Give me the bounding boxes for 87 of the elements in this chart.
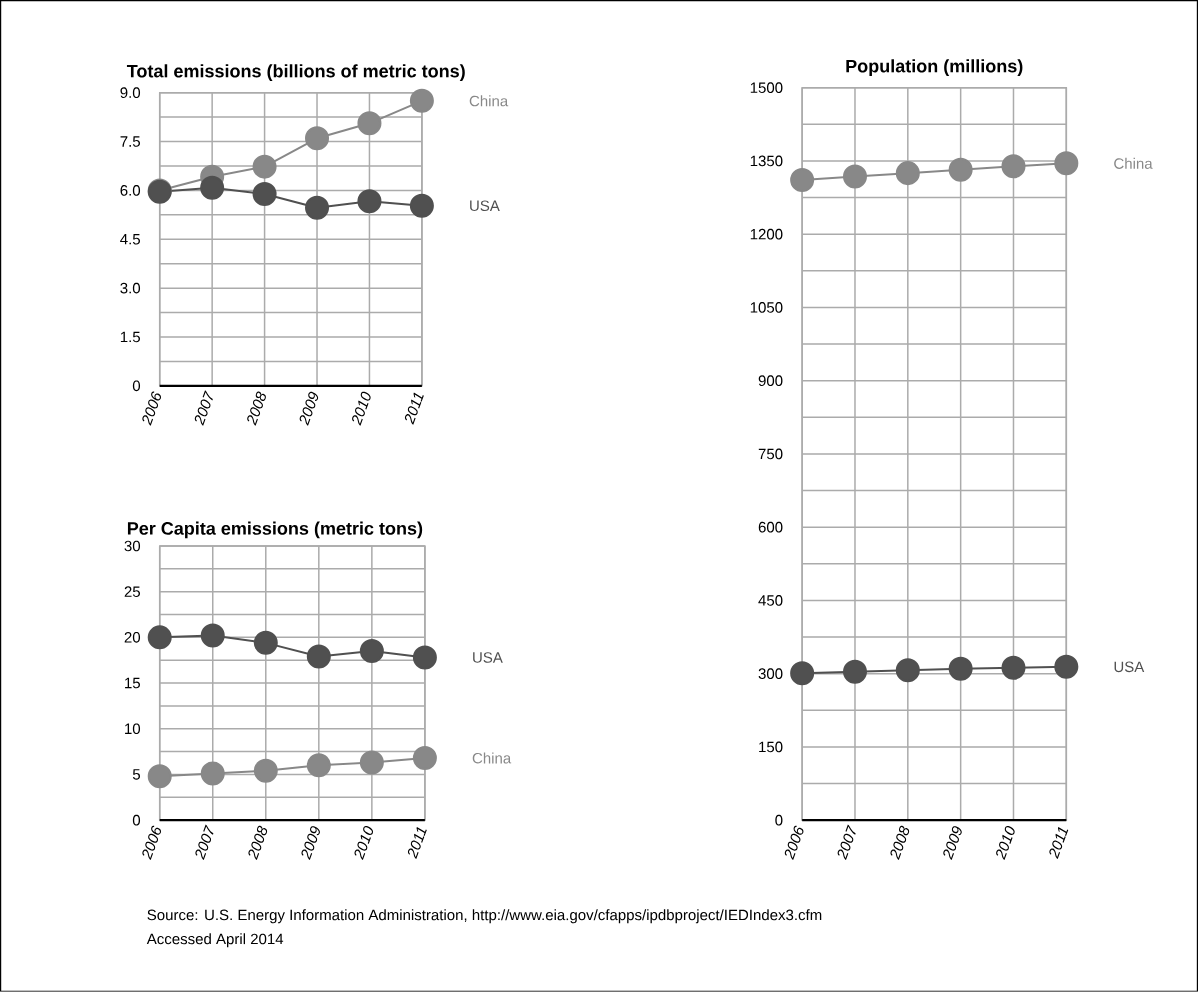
point [357,189,382,214]
point [200,175,225,200]
x-tick-label: 2007 [837,824,856,861]
point [252,182,277,207]
y-tick-label: 0 [132,814,141,826]
x-tick-label: 2009 [301,826,320,861]
y-tick-label: 750 [758,448,783,460]
chart-title: Per Capita emissions (metric tons) [127,521,423,539]
x-tick-label: 2006 [784,825,804,861]
x-tick-label: 2011 [1049,826,1069,860]
point [842,164,867,189]
text: USA [470,200,500,212]
point [412,746,437,771]
point [412,645,437,670]
point [1001,655,1026,680]
x-tick-label: 2010 [352,391,371,426]
y-tick-label: 0 [775,814,783,826]
y-tick-label: 20 [124,632,141,643]
point [359,639,384,664]
x-tick-label: 2009 [299,391,319,426]
source-note: Source: U.S. Energy Information Administration, http://www.eia.gov/cfapps/ipdbproject/IEDIndex3.cfm [147,909,822,924]
y-tick-label: 900 [758,375,783,387]
y-tick-label: 10 [125,723,141,735]
point [306,644,331,669]
y-tick-label: 150 [759,741,783,753]
y-tick-label: 1500 [750,82,783,94]
x-tick-label: 2011 [407,826,427,860]
point [790,661,815,686]
x-tick-label: 2010 [354,826,374,861]
point [948,656,973,681]
point [305,195,330,220]
text: China [469,95,509,107]
point [253,758,278,783]
x-tick-label: 2006 [142,391,162,426]
point [409,193,434,218]
y-tick-label: 1350 [750,155,783,167]
point [895,658,920,683]
x-tick-label: 2010 [996,826,1015,861]
x-tick-label: 2008 [248,825,268,861]
point [948,157,973,182]
y-tick-label: 3.0 [120,282,141,294]
point [305,126,330,151]
point [359,750,384,775]
y-tick-label: 1050 [750,302,783,313]
chart-title: Total emissions (billions of metric tons) [126,64,465,82]
text: USA [473,652,503,663]
point [253,630,278,655]
y-tick-label: 1.5 [120,331,141,343]
point [409,88,434,113]
point [147,625,172,650]
point [895,161,920,186]
x-tick-label: 2008 [247,391,266,426]
y-tick-label: 7.5 [120,136,141,147]
point [200,623,225,648]
y-tick-label: 1200 [750,228,783,240]
point [790,168,815,193]
point [357,111,382,136]
y-tick-label: 450 [758,595,783,606]
y-tick-label: 300 [758,668,783,680]
chart-title: Population (millions) [846,59,1023,77]
text: China [472,752,512,764]
y-tick-label: 9.0 [120,87,141,99]
y-tick-label: 4.5 [120,234,141,245]
point [252,154,277,179]
point [1054,151,1079,176]
point [200,761,225,786]
y-tick-label: 30 [124,540,141,552]
y-tick-label: 25 [124,586,141,598]
x-tick-label: 2008 [890,825,910,861]
y-tick-label: 6.0 [120,185,141,196]
text: Accessed April 2014 [146,933,284,948]
point [1001,154,1026,179]
point [306,753,331,778]
point [1054,654,1079,679]
y-tick-label: 5 [132,769,141,780]
x-tick-label: 2006 [142,825,162,861]
x-tick-label: 2007 [195,824,214,861]
text: China [1114,157,1153,169]
x-tick-label: 2007 [194,390,213,426]
x-tick-label: 2009 [943,826,962,861]
x-tick-label: 2011 [404,392,424,425]
point [842,659,867,684]
y-tick-label: 0 [132,380,141,392]
y-tick-label: 15 [125,677,141,689]
text: USA [1114,661,1145,673]
point [147,764,172,789]
y-tick-label: 600 [758,521,783,533]
